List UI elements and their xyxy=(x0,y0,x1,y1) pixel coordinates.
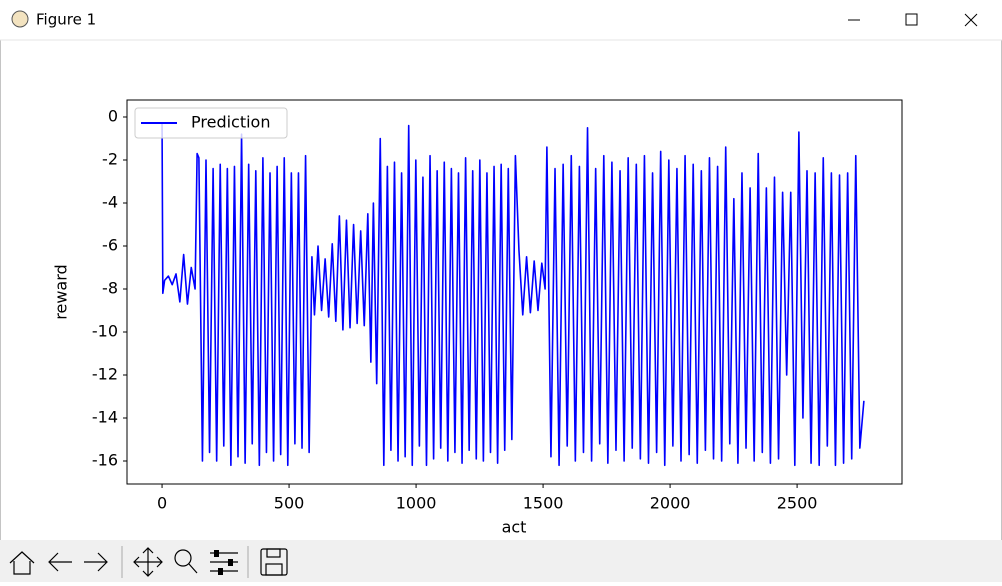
y-tick-label: -14 xyxy=(92,407,118,426)
toolbar xyxy=(0,540,1002,582)
y-tick-label: -8 xyxy=(102,278,118,297)
y-tick-label: -16 xyxy=(92,450,118,469)
back-button[interactable] xyxy=(48,552,72,572)
maximize-button[interactable] xyxy=(905,13,918,26)
x-tick-label: 0 xyxy=(157,494,167,513)
legend-label: Prediction xyxy=(191,113,270,132)
x-tick-label: 2500 xyxy=(777,494,818,513)
pan-button[interactable] xyxy=(133,547,163,577)
y-tick-label: -10 xyxy=(92,321,118,340)
y-tick-label: -2 xyxy=(102,149,118,168)
legend-box xyxy=(134,107,288,139)
app-icon xyxy=(11,10,29,28)
plot-frame xyxy=(126,99,903,485)
window-title: Figure 1 xyxy=(36,11,96,29)
forward-button[interactable] xyxy=(84,552,108,572)
y-tick-label: -4 xyxy=(102,192,118,211)
y-tick-label: -12 xyxy=(92,364,118,383)
y-tick-label: 0 xyxy=(108,106,118,125)
x-tick-label: 500 xyxy=(274,494,305,513)
x-tick-label: 2000 xyxy=(650,494,691,513)
x-axis-label: act xyxy=(502,518,527,537)
close-button[interactable] xyxy=(964,13,978,27)
save-button[interactable] xyxy=(260,548,288,576)
y-axis-label: reward xyxy=(52,264,71,319)
x-tick-label: 1000 xyxy=(396,494,437,513)
configure-button[interactable] xyxy=(210,550,238,575)
x-tick-label: 1500 xyxy=(523,494,564,513)
zoom-button[interactable] xyxy=(174,549,198,574)
title-bar xyxy=(0,0,1002,40)
data-line xyxy=(161,123,865,467)
home-button[interactable] xyxy=(9,551,35,575)
y-tick-label: -6 xyxy=(102,235,118,254)
